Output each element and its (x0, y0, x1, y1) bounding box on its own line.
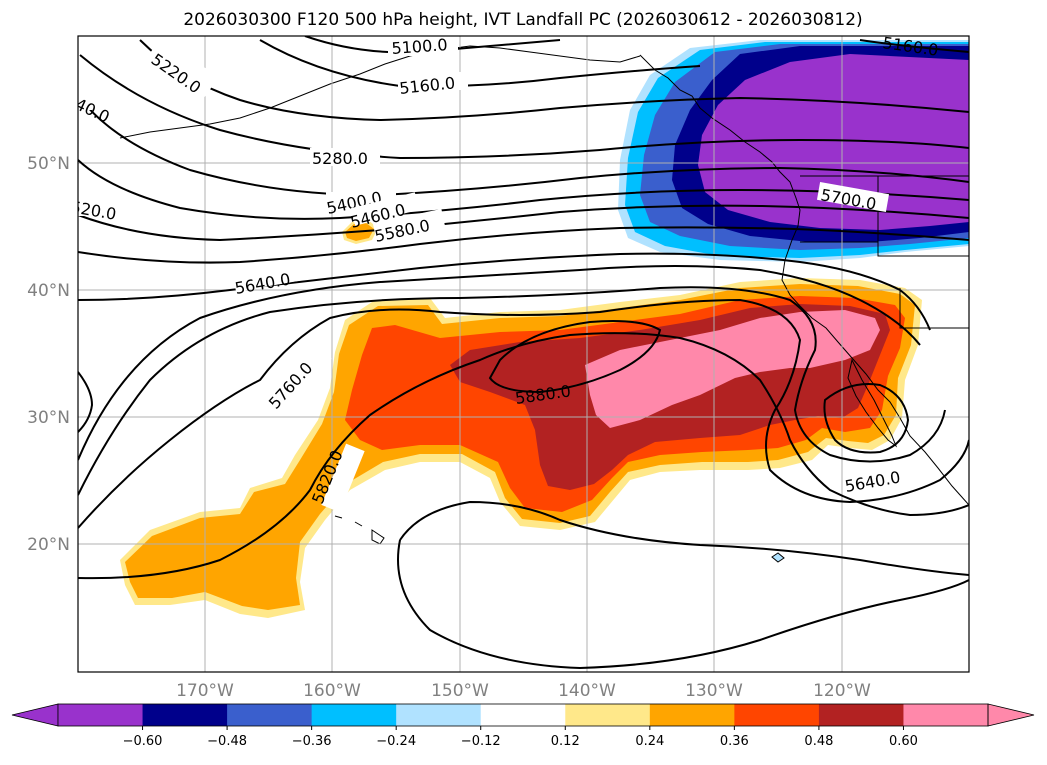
lon-label-160w: 160°W (303, 681, 361, 701)
contour-5700 (78, 286, 946, 496)
lon-label-150w: 150°W (431, 681, 489, 701)
colorbar-extend-min (11, 703, 59, 727)
contour-5760 (78, 298, 969, 529)
contour-5160-east (859, 39, 969, 53)
contour-5520 (78, 226, 969, 264)
contour-5640-low (823, 383, 910, 454)
lon-label-120w: 120°W (813, 681, 871, 701)
colorbar-segment (734, 704, 820, 726)
colorbar-tick-label: −0.24 (376, 734, 416, 749)
colorbar-segment (58, 704, 144, 726)
colorbar-tick-label: 0.48 (804, 734, 833, 749)
contour-5580 (78, 252, 931, 331)
colorbar-labels: −0.60 −0.48 −0.36 −0.24 −0.12 0.12 0.24 0.36 0.4… (123, 726, 918, 749)
colorbar: −0.60 −0.48 −0.36 −0.24 −0.12 0.12 0.24 0.36 0.4… (11, 703, 1035, 749)
map-area: 5100.0 5160.0 5160.0 5220.0 5280.0 40.0 … (78, 33, 969, 672)
coast-north-america (639, 54, 969, 506)
contour-5160 (259, 39, 701, 88)
lat-label-20n: 20°N (27, 535, 70, 555)
lat-label-40n: 40°N (27, 281, 70, 301)
contour-5220 (139, 39, 969, 122)
contour-5460 (78, 204, 969, 242)
contour-5280 (79, 54, 969, 160)
lon-label-170w: 170°W (176, 681, 234, 701)
contour-5340 (78, 94, 969, 197)
colorbar-segment (227, 704, 313, 726)
contour-5820 (78, 332, 969, 580)
shade-pink (585, 310, 880, 428)
colorbar-segment (565, 704, 651, 726)
lat-label-30n: 30°N (27, 408, 70, 428)
contour-5400 (78, 159, 969, 220)
positive-ivt-shading (120, 278, 922, 618)
colorbar-segment (142, 704, 228, 726)
map-frame (77, 35, 970, 673)
contour-5640 (78, 265, 921, 461)
lat-lon-grid (78, 36, 969, 672)
latitude-labels: 50°N 40°N 30°N 20°N (27, 154, 70, 555)
colorbar-tick-label: −0.12 (461, 734, 501, 749)
colorbar-segments (11, 703, 1035, 727)
colorbar-segment (396, 704, 482, 726)
lon-label-130w: 130°W (685, 681, 743, 701)
colorbar-segment (480, 704, 566, 726)
colorbar-extend-max (987, 703, 1035, 727)
contour-west-edge (78, 371, 94, 433)
colorbar-tick-label: 0.12 (551, 734, 580, 749)
height-contours (78, 36, 969, 670)
colorbar-segment (903, 704, 989, 726)
colorbar-tick-label: 0.24 (635, 734, 664, 749)
colorbar-segment (311, 704, 397, 726)
coast-state-borders (800, 175, 969, 329)
lon-label-140w: 140°W (558, 681, 616, 701)
colorbar-tick-label: −0.36 (292, 734, 332, 749)
colorbar-segment (649, 704, 735, 726)
colorbar-tick-label: −0.48 (207, 734, 247, 749)
contour-5880-south (397, 500, 969, 670)
colorbar-frame (57, 703, 989, 727)
coast-baja (847, 358, 898, 448)
contour-5880 (488, 320, 662, 394)
lat-label-50n: 50°N (27, 154, 70, 174)
map-title: 2026030300 F120 500 hPa height, IVT Land… (183, 10, 862, 30)
label-5160-east: 5160.0 (881, 33, 939, 60)
label-5280: 5280.0 (312, 149, 368, 168)
island-small (771, 552, 785, 563)
coast-alaska (119, 45, 641, 139)
colorbar-segment (818, 704, 904, 726)
colorbar-tick-label: 0.60 (889, 734, 918, 749)
colorbar-tick-label: −0.60 (123, 734, 163, 749)
longitude-labels: 170°W 160°W 150°W 140°W 130°W 120°W (176, 681, 871, 701)
colorbar-tick-label: 0.36 (720, 734, 749, 749)
coastlines (119, 45, 969, 563)
label-5100: 5100.0 (391, 35, 448, 58)
